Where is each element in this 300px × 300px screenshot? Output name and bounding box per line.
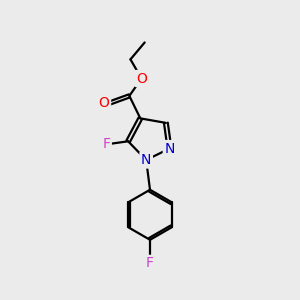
Text: F: F bbox=[102, 137, 110, 152]
Text: N: N bbox=[141, 153, 152, 167]
Text: O: O bbox=[99, 96, 110, 110]
Text: F: F bbox=[146, 256, 154, 270]
Text: N: N bbox=[164, 142, 175, 156]
Text: O: O bbox=[136, 71, 147, 85]
